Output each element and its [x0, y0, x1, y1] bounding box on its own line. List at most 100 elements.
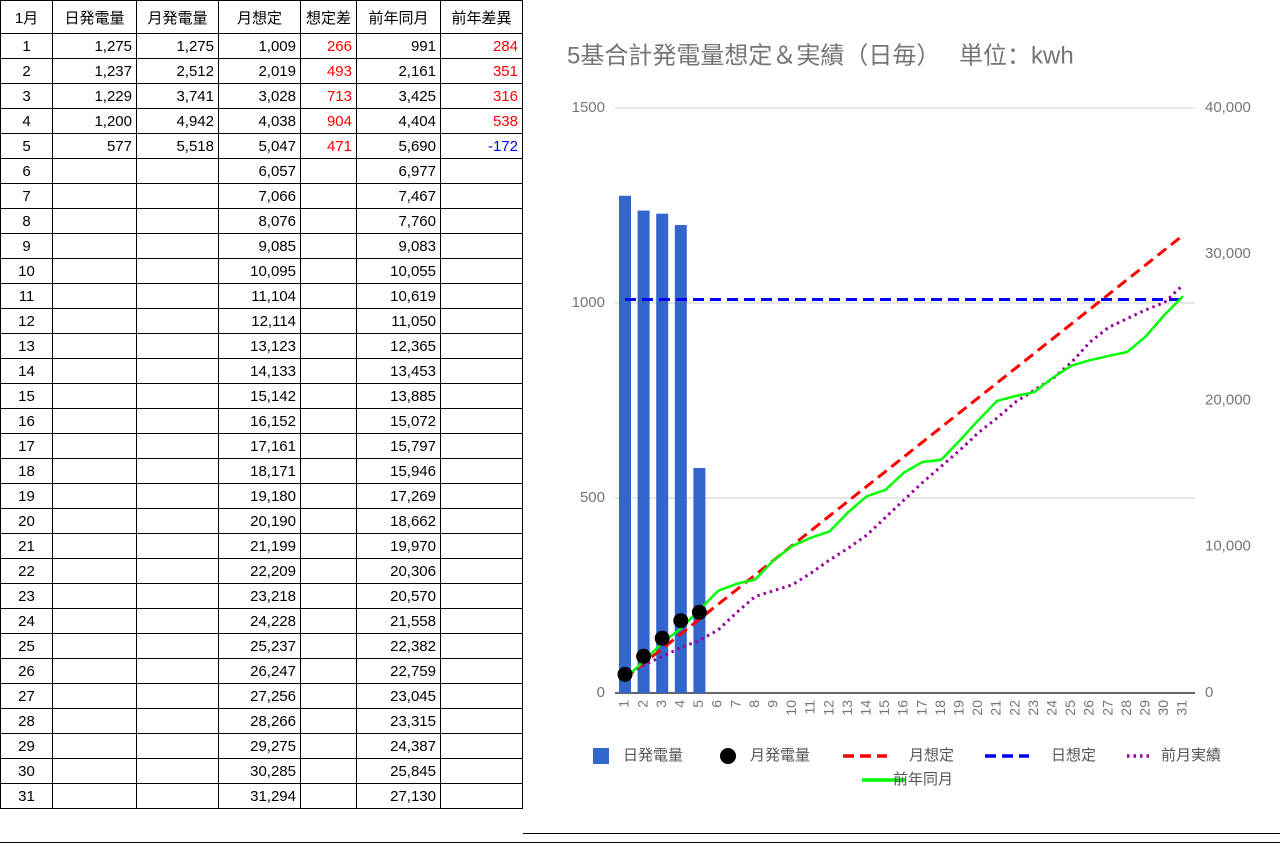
- table-cell: 3: [0, 83, 53, 109]
- table-cell: [300, 583, 357, 609]
- x-tick-label: 8: [746, 700, 762, 708]
- table-cell: 7: [0, 183, 53, 209]
- table-cell: 25,237: [218, 633, 301, 659]
- table-cell: [52, 608, 137, 634]
- table-cell: [52, 458, 137, 484]
- table-cell: 25: [0, 633, 53, 659]
- table-cell: [52, 533, 137, 559]
- header-cell: 日発電量: [52, 0, 137, 34]
- table-cell: 18: [0, 458, 53, 484]
- x-tick-label: 30: [1155, 700, 1171, 716]
- table-cell: 24: [0, 608, 53, 634]
- table-row: 27 27,256 23,045: [0, 683, 523, 709]
- legend-label: 前月実績: [1161, 747, 1221, 764]
- table-cell: 5,518: [136, 133, 219, 159]
- table-cell: [136, 283, 219, 309]
- table-cell: 7,467: [356, 183, 441, 209]
- legend-swatch: [593, 748, 609, 764]
- chart: 5基合計発電量想定＆実績（日毎） 単位：kwh 0 500 1000 1500 0 10,…: [523, 42, 1280, 834]
- table-cell: [440, 683, 523, 709]
- table-cell: [52, 233, 137, 259]
- table-row: 12 12,114 11,050: [0, 308, 523, 334]
- table-row: 23 23,218 20,570: [0, 583, 523, 609]
- table-cell: 17,161: [218, 433, 301, 459]
- x-tick-label: 1: [616, 700, 632, 708]
- table-cell: [136, 383, 219, 409]
- x-tick-label: 20: [969, 700, 985, 716]
- table-cell: [300, 433, 357, 459]
- table-cell: [136, 783, 219, 809]
- table-cell: 3,425: [356, 83, 441, 109]
- table-row: 11 11,104 10,619: [0, 283, 523, 309]
- table-cell: [136, 583, 219, 609]
- table-cell: [136, 658, 219, 684]
- table-cell: 24,387: [356, 733, 441, 759]
- table-cell: 5,690: [356, 133, 441, 159]
- table-cell: 1: [0, 33, 53, 59]
- table-cell: [52, 333, 137, 359]
- table-row: 28 28,266 23,315: [0, 708, 523, 734]
- table-cell: [440, 758, 523, 784]
- x-tick-label: 26: [1081, 700, 1097, 716]
- dot: [691, 604, 707, 620]
- table-cell: [136, 708, 219, 734]
- table-cell: [300, 358, 357, 384]
- table-cell: 9,085: [218, 233, 301, 259]
- table-cell: [136, 333, 219, 359]
- table-cell: 4,404: [356, 108, 441, 134]
- table-cell: [136, 483, 219, 509]
- header-cell: 1月: [0, 0, 53, 34]
- y-tick-label: 1000: [572, 294, 605, 311]
- table-cell: [440, 358, 523, 384]
- table-cell: 10,055: [356, 258, 441, 284]
- table-cell: 21,558: [356, 608, 441, 634]
- x-tick-label: 23: [1025, 700, 1041, 716]
- table-row: 21 21,199 19,970: [0, 533, 523, 559]
- table-cell: [300, 608, 357, 634]
- x-tick-label: 14: [858, 700, 874, 716]
- table-cell: -172: [440, 133, 523, 159]
- table-row: 16 16,152 15,072: [0, 408, 523, 434]
- table-cell: 18,171: [218, 458, 301, 484]
- table-cell: [52, 208, 137, 234]
- table-cell: 1,009: [218, 33, 301, 59]
- table-cell: [440, 483, 523, 509]
- table-cell: 713: [300, 83, 357, 109]
- table-cell: 14: [0, 358, 53, 384]
- table-cell: 29,275: [218, 733, 301, 759]
- y-tick-label: 1500: [572, 99, 605, 116]
- table-cell: [52, 483, 137, 509]
- x-tick-label: 31: [1174, 700, 1190, 716]
- table-cell: 13,453: [356, 358, 441, 384]
- table-cell: 14,133: [218, 358, 301, 384]
- table-cell: 1,275: [52, 33, 137, 59]
- table-cell: [136, 633, 219, 659]
- table-row: 15 15,142 13,885: [0, 383, 523, 409]
- table-cell: [300, 658, 357, 684]
- table-cell: 11,104: [218, 283, 301, 309]
- table-cell: [300, 183, 357, 209]
- y-tick-label: 0: [597, 684, 605, 701]
- table-row: 5 577 5,518 5,047 471 5,690 -172: [0, 133, 523, 159]
- legend-label: 日想定: [1051, 747, 1096, 764]
- header-cell: 前年同月: [356, 0, 441, 34]
- table-cell: [136, 758, 219, 784]
- table-row: 22 22,209 20,306: [0, 558, 523, 584]
- table-cell: 27: [0, 683, 53, 709]
- table-cell: 2,161: [356, 58, 441, 84]
- table-cell: [300, 458, 357, 484]
- table-cell: [52, 183, 137, 209]
- table-cell: [136, 158, 219, 184]
- x-tick-label: 13: [839, 700, 855, 716]
- table-row: 4 1,200 4,942 4,038 904 4,404 538: [0, 108, 523, 134]
- table-cell: 8: [0, 208, 53, 234]
- table-row: 20 20,190 18,662: [0, 508, 523, 534]
- table-cell: 5,047: [218, 133, 301, 159]
- table-cell: 23,045: [356, 683, 441, 709]
- table-cell: 904: [300, 108, 357, 134]
- table-cell: 2,019: [218, 58, 301, 84]
- table-cell: [300, 758, 357, 784]
- table-cell: [136, 208, 219, 234]
- bar: [656, 213, 669, 693]
- table-cell: 7,066: [218, 183, 301, 209]
